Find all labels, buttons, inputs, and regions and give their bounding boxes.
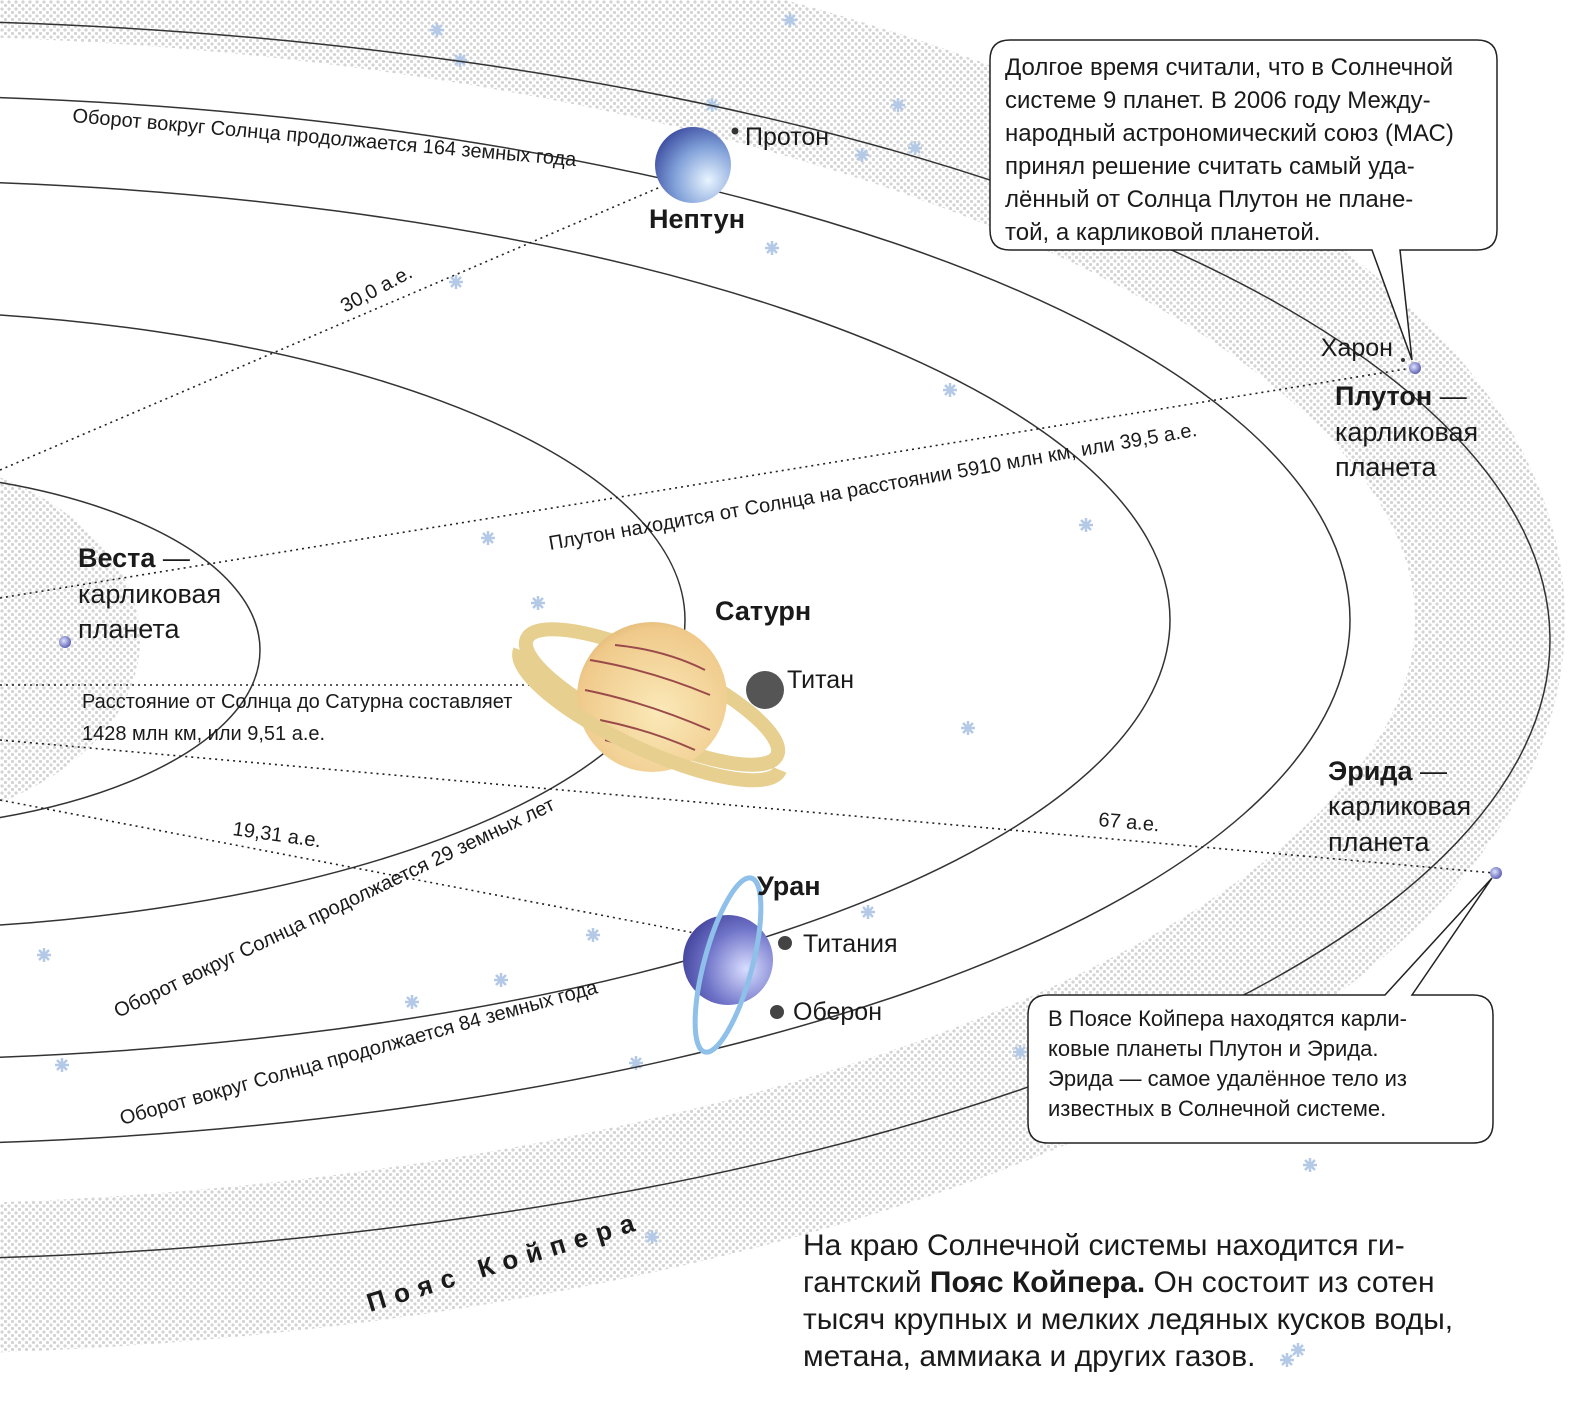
star: [861, 905, 875, 919]
star: [943, 383, 957, 397]
moon-name: Протон: [745, 123, 829, 151]
star: [586, 928, 600, 942]
orbit-label: Оборот вокруг Солнца продолжается 164 зе…: [72, 105, 579, 171]
note-line: той, а карликовой планетой.: [1005, 219, 1320, 246]
pluto: [1409, 362, 1421, 374]
star: [855, 148, 869, 162]
titan-moon: [746, 671, 784, 709]
note-line: Долгое время считали, что в Солнечной: [1005, 54, 1453, 81]
planet-name: Плутон: [1335, 381, 1432, 411]
distance-label: 67 а.е.: [1098, 809, 1161, 836]
star: [961, 721, 975, 735]
dash: —: [155, 543, 190, 573]
star: [783, 13, 797, 27]
note-line: народный астрономический союз (МАС): [1005, 120, 1454, 147]
star: [430, 23, 444, 37]
neptune: [655, 127, 731, 203]
planet-caption: планета: [78, 614, 180, 644]
star: [891, 98, 905, 112]
note-line: принял решение считать самый уда-: [1005, 153, 1415, 180]
proton-moon: [732, 128, 739, 135]
star: [494, 973, 508, 987]
titania-moon: [778, 936, 792, 950]
star: [1013, 1045, 1027, 1059]
note-line: системе 9 планет. В 2006 году Между-: [1005, 87, 1431, 114]
dash: —: [1412, 756, 1447, 786]
charon-moon: [1401, 358, 1405, 362]
moon-name: Титан: [787, 666, 854, 694]
dash: —: [1432, 381, 1467, 411]
star: [531, 596, 545, 610]
planet-caption: планета: [1335, 452, 1437, 482]
star: [645, 1230, 659, 1244]
star: [449, 275, 463, 289]
star: [405, 995, 419, 1009]
moon-name: Титания: [803, 930, 898, 958]
star: [1079, 518, 1093, 532]
planet-caption: карликовая: [1328, 791, 1471, 821]
oberon-moon: [770, 1005, 784, 1019]
note-line: В Поясе Койпера находятся карли-: [1048, 1006, 1407, 1031]
planet-name: Эрида —: [1328, 756, 1447, 786]
planet-caption: карликовая: [78, 579, 221, 609]
orbit-label: Оборот вокруг Солнца продолжается 29 зем…: [111, 794, 559, 1023]
text: Он состоит из сотен: [1145, 1266, 1434, 1299]
planet-caption: планета: [1328, 827, 1430, 857]
star: [37, 948, 51, 962]
note-line: Эрида — самое удалённое тело из: [1048, 1066, 1407, 1091]
star: [481, 531, 495, 545]
text-bold: Пояс Койпера.: [930, 1266, 1145, 1299]
vesta: [59, 636, 71, 648]
star: [1291, 1343, 1305, 1357]
planet-name: Нептун: [649, 204, 745, 234]
text: гантский: [803, 1266, 930, 1299]
planet-name: Веста —: [78, 543, 190, 573]
planet-name: Плутон —: [1335, 381, 1467, 411]
planet-name: Сатурн: [715, 596, 811, 626]
note-line: известных в Солнечной системе.: [1048, 1096, 1386, 1121]
planet-caption: карликовая: [1335, 417, 1478, 447]
paragraph-line: метана, аммиака и других газов.: [803, 1340, 1256, 1373]
note-line: лённый от Солнца Плутон не плане-: [1005, 186, 1413, 213]
paragraph-line: гантский Пояс Койпера. Он состоит из сот…: [803, 1266, 1435, 1299]
planet-name: Веста: [78, 543, 156, 573]
star: [1303, 1158, 1317, 1172]
orbit-label: Оборот вокруг Солнца продолжается 84 зем…: [117, 976, 600, 1130]
distance-label: Плутон находится от Солнца на расстоянии…: [547, 419, 1199, 555]
moon-name: Оберон: [793, 998, 882, 1026]
star: [765, 241, 779, 255]
planet-name: Эрида: [1328, 756, 1413, 786]
star: [908, 141, 922, 155]
note-line: ковые планеты Плутон и Эрида.: [1048, 1036, 1379, 1061]
paragraph-line: На краю Солнечной системы находится ги-: [803, 1229, 1405, 1262]
distance-label: 19,31 а.е.: [231, 818, 322, 852]
planet-name: Уран: [757, 871, 821, 901]
diagram: Оборот вокруг Солнца продолжается 164 зе…: [0, 0, 1585, 1401]
eris: [1490, 867, 1502, 879]
star: [1280, 1353, 1294, 1367]
moon-name: Харон: [1321, 334, 1393, 362]
distance-label: 1428 млн км, или 9,51 а.е.: [82, 723, 325, 745]
paragraph-line: тысяч крупных и мелких ледяных кусков во…: [803, 1303, 1453, 1336]
distance-label: Расстояние от Солнца до Сатурна составля…: [82, 691, 512, 713]
star: [55, 1058, 69, 1072]
